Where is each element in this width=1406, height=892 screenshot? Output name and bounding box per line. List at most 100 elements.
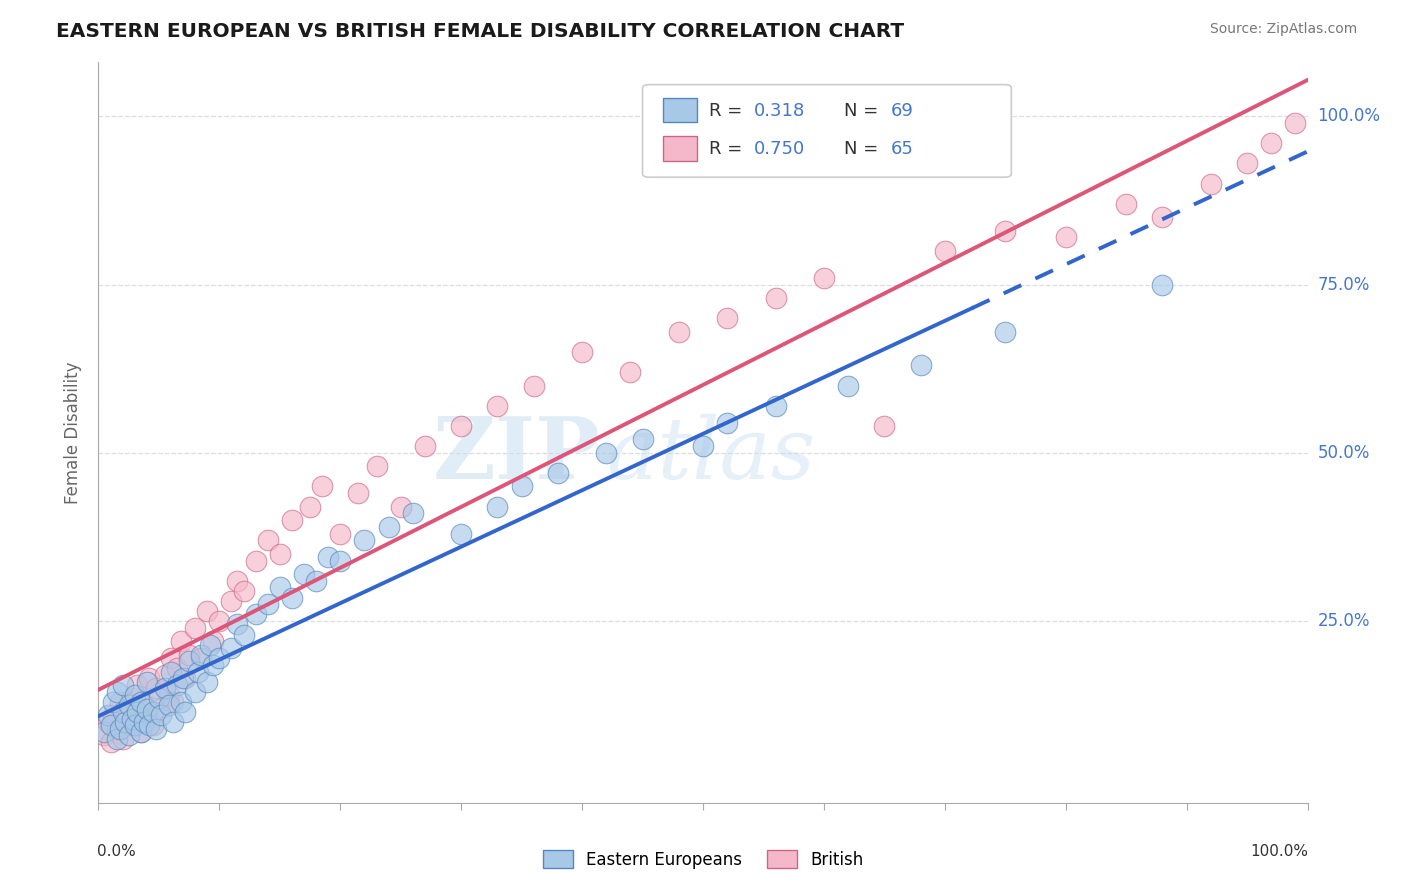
Text: ZIP: ZIP — [433, 413, 600, 497]
Legend: Eastern Europeans, British: Eastern Europeans, British — [543, 850, 863, 869]
Point — [121, 712, 143, 726]
Point — [716, 311, 738, 326]
Point — [353, 533, 375, 548]
Text: R =: R = — [709, 140, 748, 158]
Point — [148, 691, 170, 706]
Point — [910, 359, 932, 373]
Point — [114, 705, 136, 719]
Point — [142, 718, 165, 732]
Point — [329, 526, 352, 541]
Point — [129, 725, 152, 739]
Point — [269, 581, 291, 595]
Point — [179, 648, 201, 662]
Point — [105, 722, 128, 736]
Point — [111, 731, 134, 746]
Point — [510, 479, 533, 493]
Point — [1260, 136, 1282, 151]
Point — [195, 674, 218, 689]
Point — [142, 705, 165, 719]
Point — [595, 446, 617, 460]
Point — [523, 378, 546, 392]
Point — [111, 705, 134, 719]
Point — [160, 651, 183, 665]
Point — [169, 695, 191, 709]
Text: atlas: atlas — [606, 414, 815, 496]
Point — [837, 378, 859, 392]
Point — [1152, 211, 1174, 225]
Point — [153, 668, 176, 682]
Point — [101, 708, 124, 723]
Point — [450, 526, 472, 541]
Point — [169, 634, 191, 648]
Point — [208, 651, 231, 665]
Point — [221, 640, 243, 655]
Text: 75.0%: 75.0% — [1317, 276, 1369, 293]
Text: N =: N = — [845, 102, 884, 120]
Point — [195, 604, 218, 618]
Point — [174, 671, 197, 685]
Point — [138, 671, 160, 685]
Text: N =: N = — [845, 140, 884, 158]
Text: 50.0%: 50.0% — [1317, 444, 1369, 462]
Point — [994, 224, 1017, 238]
Point — [157, 688, 180, 702]
Point — [118, 718, 141, 732]
Point — [292, 566, 315, 581]
Point — [97, 714, 120, 729]
Point — [157, 698, 180, 713]
Point — [135, 674, 157, 689]
Point — [135, 701, 157, 715]
Text: 69: 69 — [890, 102, 914, 120]
Point — [148, 701, 170, 715]
Point — [166, 661, 188, 675]
Point — [93, 725, 115, 739]
Point — [145, 722, 167, 736]
Point — [129, 725, 152, 739]
Point — [135, 708, 157, 723]
Point — [245, 607, 267, 622]
Point — [377, 520, 399, 534]
Point — [93, 729, 115, 743]
Point — [198, 638, 221, 652]
Point — [716, 416, 738, 430]
Point — [179, 655, 201, 669]
FancyBboxPatch shape — [664, 136, 697, 161]
Point — [1284, 116, 1306, 130]
Point — [190, 651, 212, 665]
Point — [547, 466, 569, 480]
Point — [281, 513, 304, 527]
Text: 100.0%: 100.0% — [1251, 844, 1309, 858]
Point — [232, 627, 254, 641]
Point — [329, 553, 352, 567]
Point — [184, 621, 207, 635]
FancyBboxPatch shape — [643, 85, 1011, 178]
Point — [316, 550, 339, 565]
Point — [281, 591, 304, 605]
Point — [402, 507, 425, 521]
Point — [202, 657, 225, 672]
Point — [105, 685, 128, 699]
Y-axis label: Female Disability: Female Disability — [65, 361, 83, 504]
Point — [124, 714, 146, 729]
Point — [765, 399, 787, 413]
Point — [100, 718, 122, 732]
Point — [1199, 177, 1222, 191]
Point — [389, 500, 412, 514]
Point — [269, 547, 291, 561]
Point — [232, 583, 254, 598]
Point — [226, 574, 249, 588]
Point — [127, 705, 149, 719]
Point — [145, 681, 167, 696]
Point — [299, 500, 322, 514]
Point — [347, 486, 370, 500]
Point — [101, 695, 124, 709]
Point — [311, 479, 333, 493]
Point — [202, 634, 225, 648]
Point — [256, 533, 278, 548]
Point — [256, 597, 278, 611]
Point — [150, 708, 173, 723]
Point — [450, 418, 472, 433]
Point — [934, 244, 956, 258]
Text: 100.0%: 100.0% — [1317, 107, 1381, 125]
Point — [571, 344, 593, 359]
